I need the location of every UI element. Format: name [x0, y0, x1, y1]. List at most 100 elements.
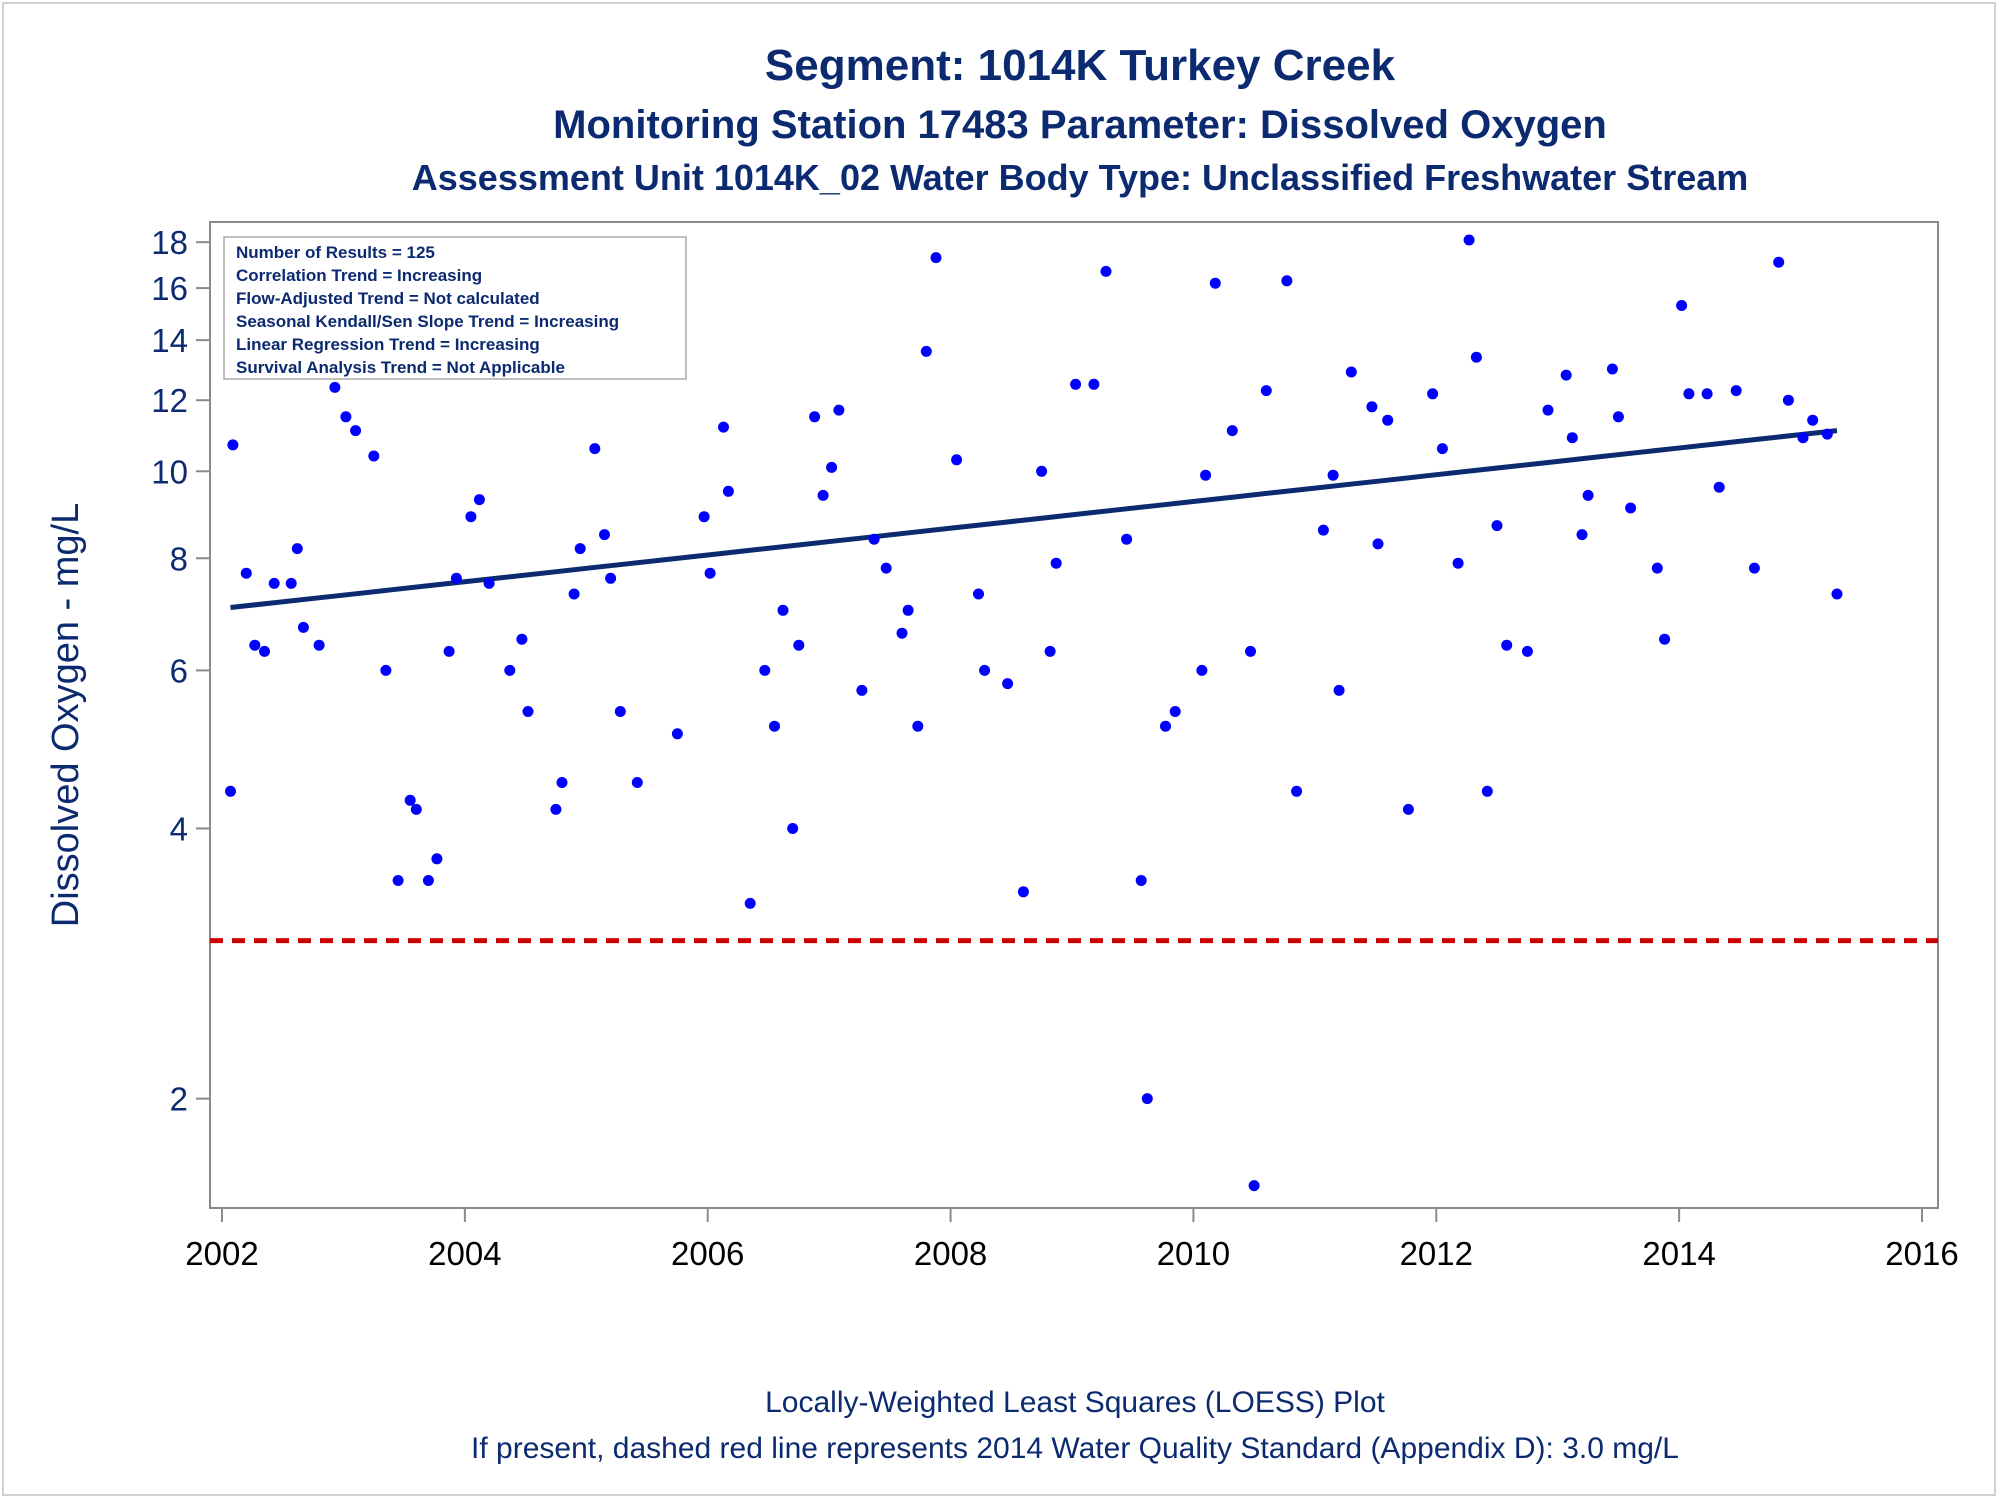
data-point — [769, 720, 780, 732]
data-point — [227, 439, 239, 451]
data-point — [392, 875, 404, 886]
data-point — [1135, 875, 1147, 886]
data-point — [473, 494, 485, 506]
data-point — [1463, 234, 1475, 246]
data-point — [1226, 425, 1238, 437]
data-point — [568, 588, 580, 600]
x-tick-label: 2016 — [1885, 1235, 1958, 1272]
data-point — [589, 443, 601, 455]
y-tick-label: 6 — [170, 652, 188, 689]
data-point — [259, 645, 270, 657]
data-point — [1121, 533, 1133, 545]
data-point — [368, 450, 380, 462]
y-axis-label: Dissolved Oxygen - mg/L — [45, 503, 87, 928]
data-point — [704, 567, 716, 579]
data-point — [404, 794, 416, 806]
data-point — [313, 639, 325, 651]
data-point — [1317, 524, 1329, 536]
data-point — [431, 853, 443, 865]
data-point — [1402, 803, 1414, 815]
data-point — [1366, 401, 1378, 413]
data-point — [1333, 684, 1345, 696]
data-point — [240, 567, 252, 579]
data-point — [896, 627, 908, 639]
data-point — [605, 572, 617, 584]
data-point — [1821, 428, 1833, 440]
x-tick-label: 2012 — [1400, 1235, 1473, 1272]
data-point — [522, 706, 534, 717]
data-point — [249, 639, 261, 651]
data-point — [1701, 388, 1713, 400]
data-point — [1200, 469, 1212, 481]
data-point — [450, 572, 462, 584]
data-point — [1141, 1093, 1153, 1105]
data-point — [504, 664, 516, 676]
plot-area — [209, 221, 1939, 1209]
chart-subtitle-2: Assessment Unit 1014K_02 Water Body Type… — [412, 157, 1749, 198]
data-point — [1100, 265, 1112, 277]
data-point — [340, 411, 352, 423]
data-point — [1017, 886, 1029, 898]
data-point — [1248, 1180, 1260, 1192]
data-point — [1050, 557, 1062, 569]
data-point — [410, 803, 422, 815]
x-tick-label: 2006 — [671, 1235, 744, 1272]
data-point — [1683, 388, 1695, 400]
trend-line — [230, 428, 1838, 610]
data-point — [718, 421, 729, 433]
data-point — [868, 533, 880, 545]
y-tick-label: 10 — [151, 453, 188, 490]
data-point — [1773, 256, 1785, 268]
y-tick-label: 8 — [170, 540, 188, 577]
y-axis: 2 4 6 8 10 12 14 16 18 — [151, 224, 210, 1118]
data-point — [1196, 664, 1208, 676]
data-point — [930, 252, 942, 264]
data-point — [1169, 706, 1181, 717]
data-point — [1481, 785, 1493, 797]
data-point — [1560, 369, 1572, 381]
data-point — [833, 404, 845, 416]
data-point — [951, 454, 963, 466]
data-point — [1612, 411, 1624, 423]
data-point — [1521, 645, 1533, 657]
data-point — [1470, 351, 1482, 363]
x-tick-label: 2002 — [185, 1235, 258, 1272]
data-point — [777, 604, 789, 616]
data-point — [614, 706, 626, 717]
data-point — [1452, 557, 1464, 569]
data-point — [574, 543, 586, 555]
stats-box-line: Survival Analysis Trend = Not Applicable — [236, 358, 565, 377]
data-point — [1044, 645, 1056, 657]
x-tick-label: 2004 — [428, 1235, 501, 1272]
x-tick-label: 2010 — [1157, 1235, 1230, 1272]
y-tick-label: 16 — [151, 270, 188, 307]
data-point — [297, 621, 309, 633]
data-point — [809, 411, 821, 423]
chart-title: Segment: 1014K Turkey Creek — [765, 41, 1396, 90]
data-point — [902, 604, 914, 616]
data-point — [465, 511, 477, 523]
data-point — [1002, 678, 1014, 690]
data-point — [880, 562, 892, 574]
data-point — [550, 803, 562, 815]
data-point — [671, 728, 683, 740]
x-tick-label: 2008 — [914, 1235, 987, 1272]
data-point — [1036, 465, 1048, 477]
data-point — [1260, 385, 1272, 397]
stats-box-frame — [223, 236, 687, 380]
data-point — [1676, 300, 1688, 311]
data-point — [1382, 414, 1394, 426]
data-point — [1209, 277, 1221, 289]
chart-subtitle: Monitoring Station 17483 Parameter: Diss… — [553, 103, 1607, 147]
data-point — [1070, 378, 1082, 390]
data-point — [380, 664, 392, 676]
data-point — [285, 577, 297, 589]
data-point — [979, 664, 991, 676]
x-tick-label: 2014 — [1642, 1235, 1715, 1272]
data-point — [1831, 588, 1843, 600]
data-point — [1566, 432, 1578, 444]
x-axis: 2002 2004 2006 2008 2010 2012 2014 2016 — [185, 1208, 1959, 1272]
